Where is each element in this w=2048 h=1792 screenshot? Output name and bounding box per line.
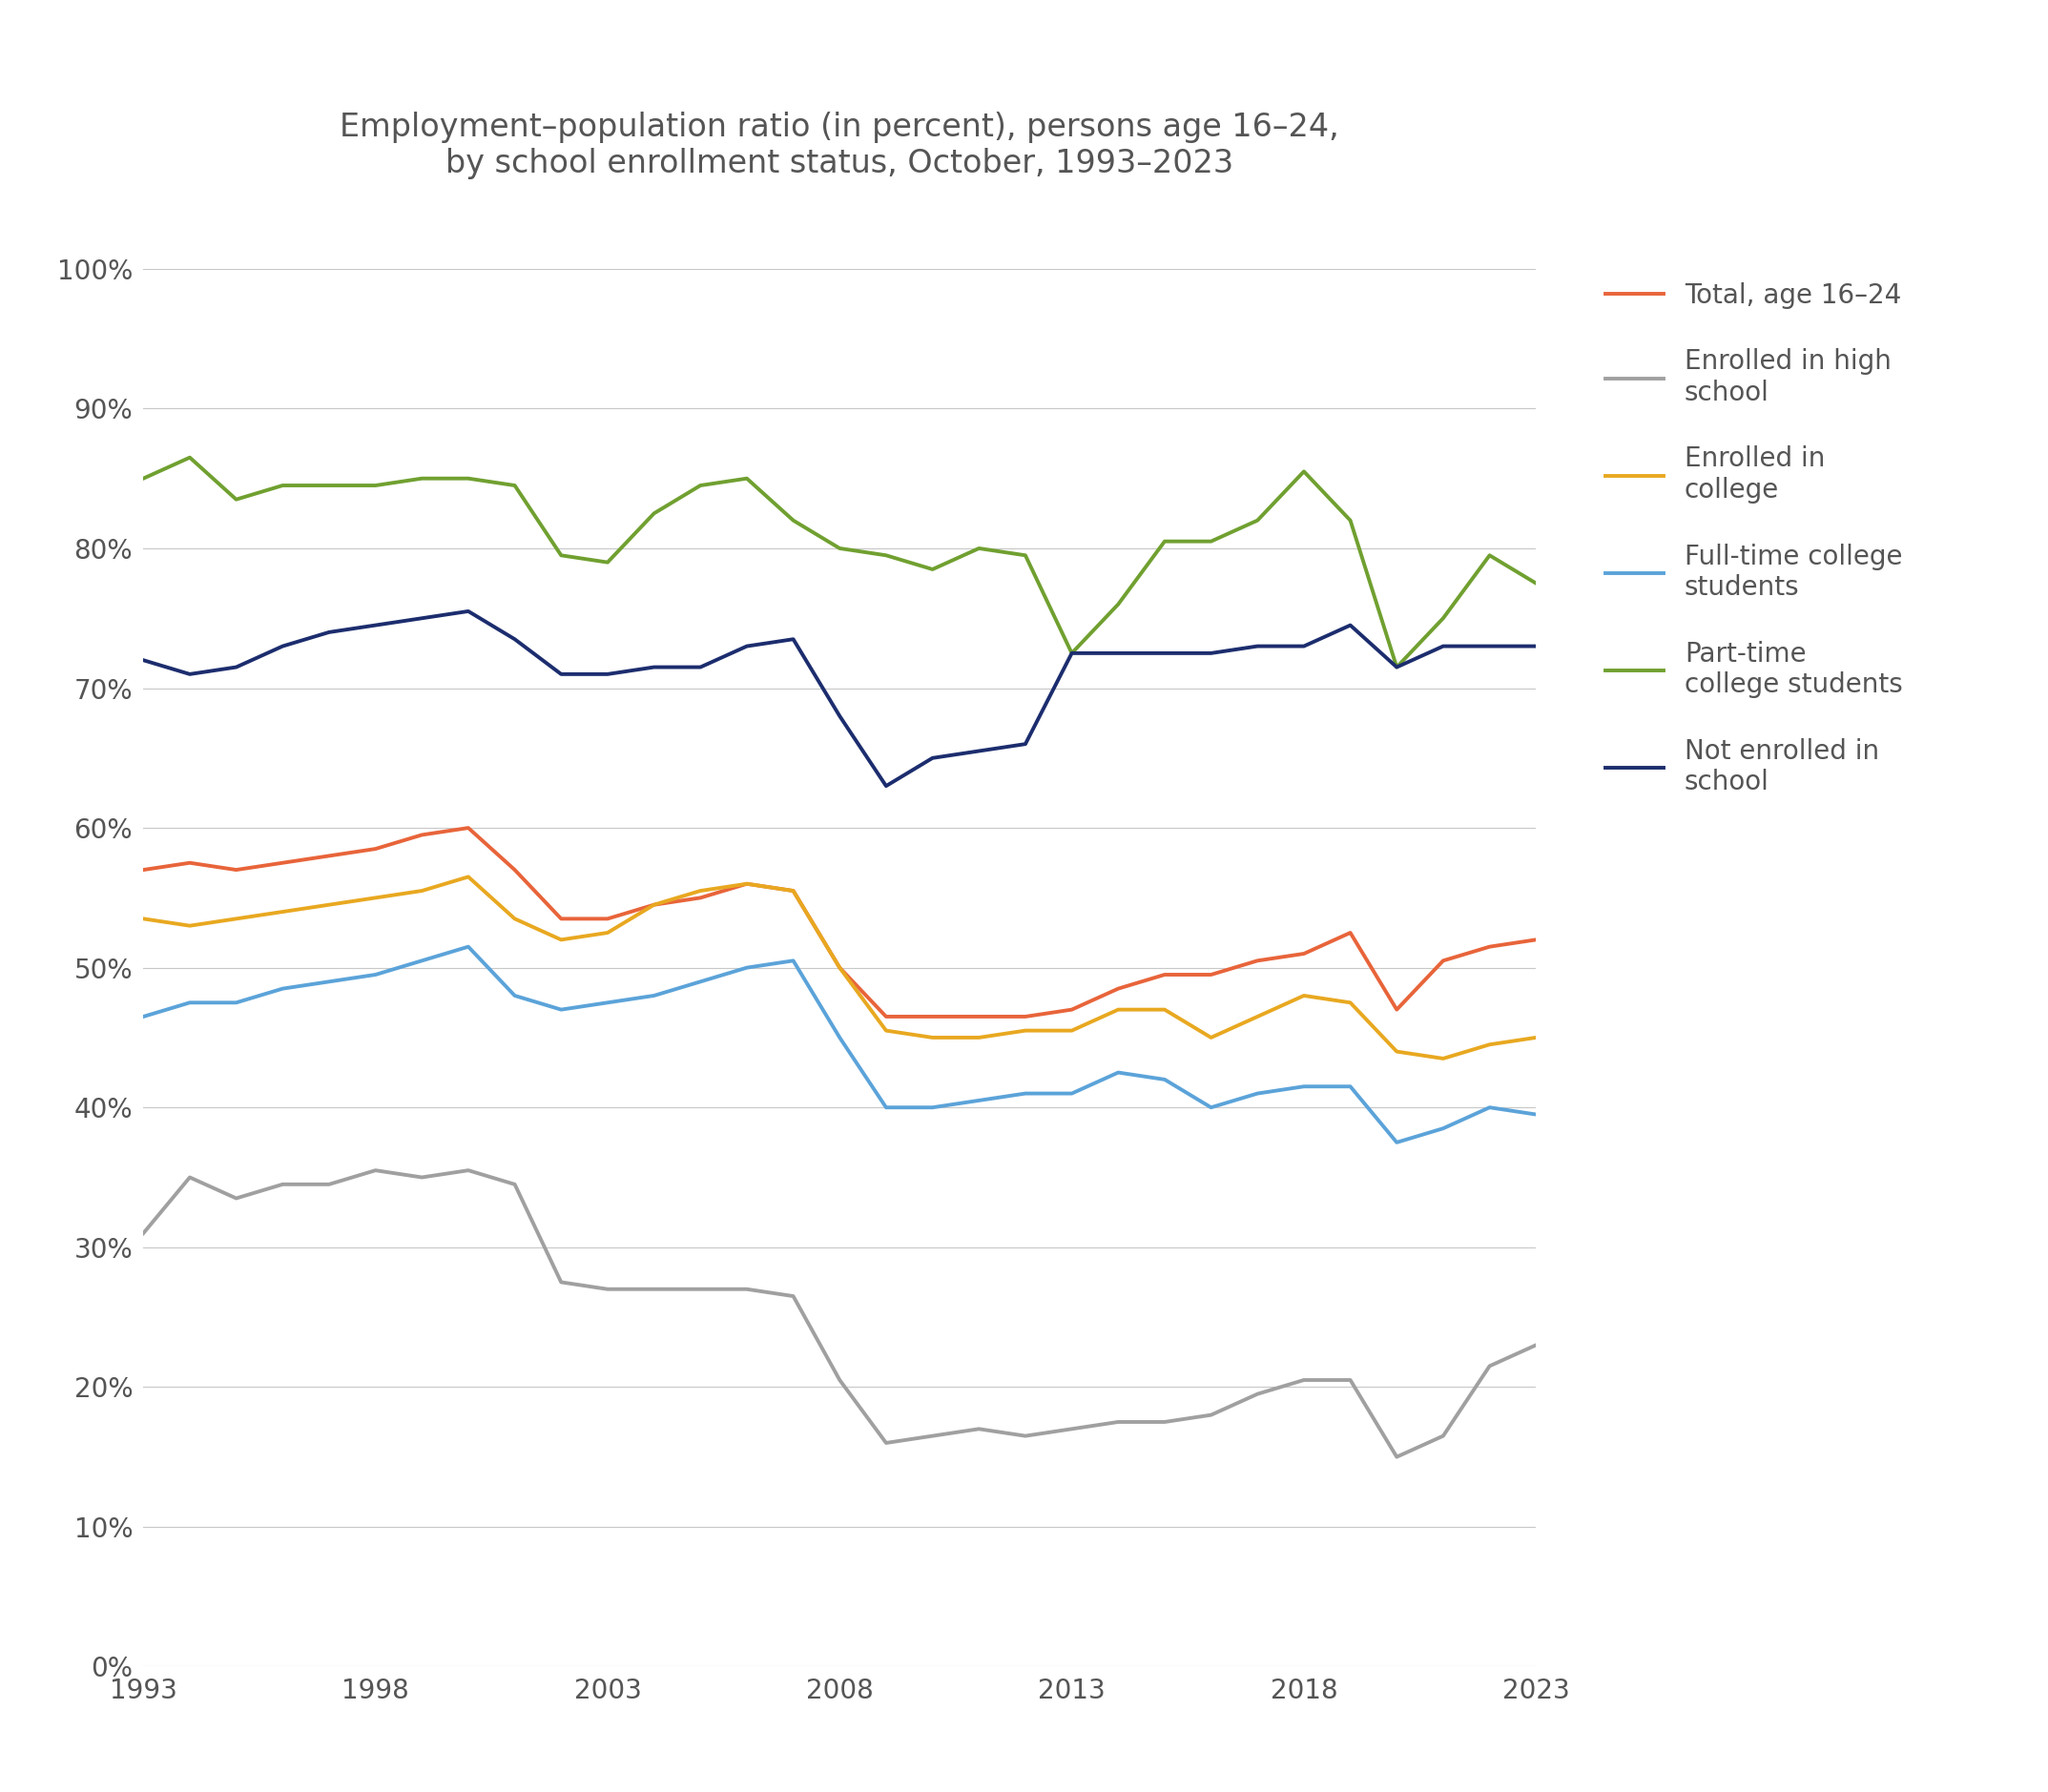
Text: Employment–population ratio (in percent), persons age 16–24,
by school enrollmen: Employment–population ratio (in percent)… xyxy=(340,111,1339,179)
Legend: Total, age 16–24, Enrolled in high
school, Enrolled in
college, Full-time colleg: Total, age 16–24, Enrolled in high schoo… xyxy=(1606,281,1903,796)
